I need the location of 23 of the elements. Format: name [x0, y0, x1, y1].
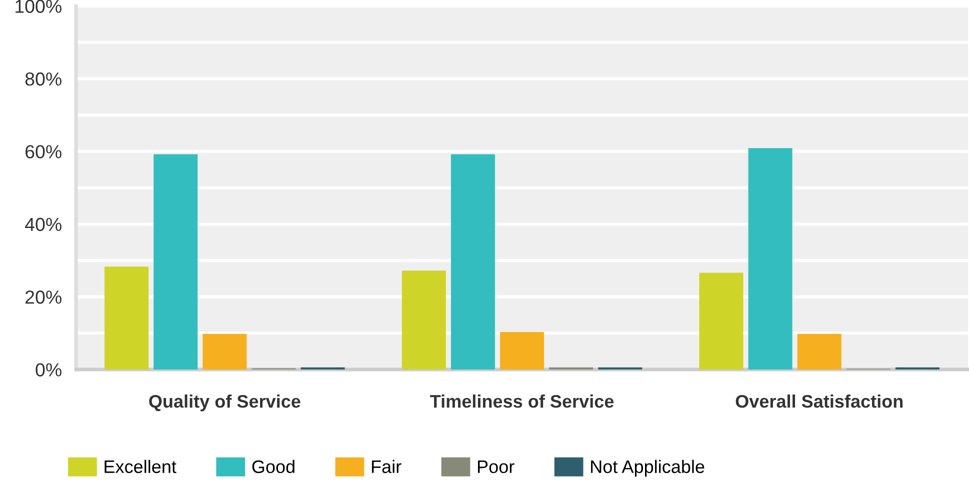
y-tick-label: 100% [16, 0, 62, 13]
legend-label: Excellent [104, 460, 176, 474]
x-tick-label: Timeliness of Service [430, 394, 614, 408]
y-tick-label: 20% [26, 290, 62, 304]
x-tick-label: Overall Satisfaction [736, 394, 903, 408]
bar [699, 272, 744, 370]
bar [748, 148, 792, 370]
bar [154, 154, 198, 370]
legend-label: Not Applicable [591, 460, 704, 477]
y-tick-label: 0% [36, 363, 62, 376]
legend-label: Fair [372, 460, 402, 474]
y-tick-label: 60% [26, 145, 62, 158]
bar [797, 334, 842, 370]
bar [450, 154, 495, 370]
legend-label: Good [252, 460, 294, 474]
x-tick-label: Quality of Service [149, 394, 300, 412]
legend-label: Poor [478, 460, 514, 474]
y-tick-label: 40% [25, 218, 62, 232]
bar [104, 266, 149, 370]
bar [402, 270, 446, 370]
bar [202, 334, 247, 370]
y-tick-label: 80% [25, 72, 62, 86]
bar [500, 332, 544, 370]
